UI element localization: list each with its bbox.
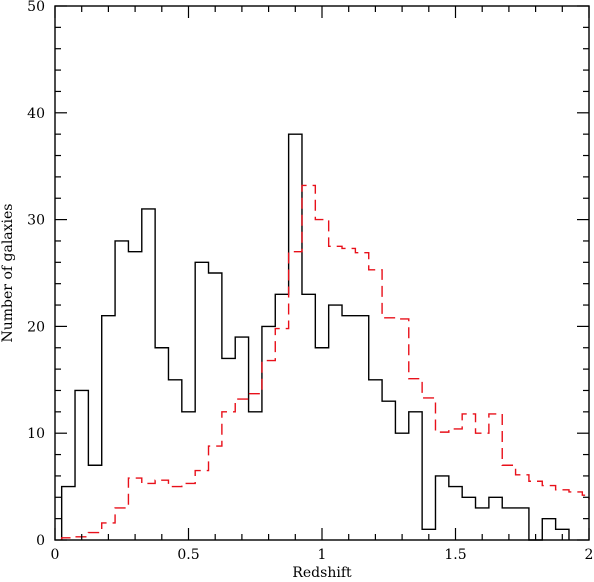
- y-axis-label: Number of galaxies: [0, 204, 16, 343]
- y-tick-label: 50: [27, 0, 45, 15]
- y-tick-label: 10: [27, 426, 45, 442]
- x-tick-label: 1: [318, 547, 327, 563]
- x-tick-label: 2: [585, 547, 594, 563]
- series-2-dashed-line: [60, 184, 590, 540]
- plot-frame: [54, 5, 590, 541]
- x-tick-label: 0.5: [177, 547, 199, 563]
- series-1-solid-line: [60, 133, 570, 541]
- x-axis-label: Redshift: [292, 565, 352, 581]
- y-tick-label: 30: [27, 213, 45, 229]
- y-tick-label: 0: [36, 533, 45, 549]
- series-layer: [60, 133, 590, 541]
- x-tick-label: 0: [51, 547, 60, 563]
- y-tick-label: 40: [27, 106, 45, 122]
- y-tick-label: 20: [27, 319, 45, 335]
- x-tick-label: 1.5: [444, 547, 466, 563]
